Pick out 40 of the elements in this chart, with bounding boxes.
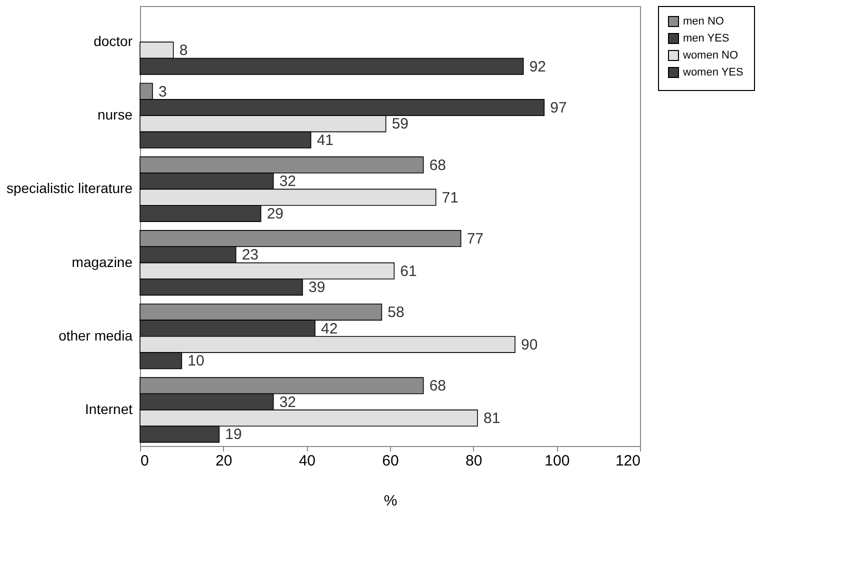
y-tick-label: nurse: [97, 106, 133, 123]
data-label: 19: [225, 426, 242, 444]
data-label: 41: [316, 132, 334, 149]
x-tick-label: 20: [215, 452, 232, 470]
data-label: 97: [550, 100, 567, 117]
data-label: 58: [388, 304, 404, 322]
data-label: 23: [242, 246, 259, 264]
x-tick-label: 120: [615, 452, 640, 470]
data-label: 10: [188, 352, 204, 370]
x-tick-label: 100: [544, 452, 570, 470]
data-label: 77: [466, 230, 484, 248]
y-tick-label: other media: [58, 327, 133, 344]
legend-label: men NO: [683, 16, 724, 28]
x-tick-label: 80: [465, 452, 482, 470]
data-label: 61: [400, 262, 417, 280]
y-tick-label: Internet: [85, 400, 133, 417]
data-label: 71: [442, 189, 459, 206]
data-label: 81: [484, 410, 500, 428]
data-label: 3: [158, 83, 167, 100]
data-label: 32: [279, 173, 296, 190]
data-label: 92: [529, 58, 546, 76]
y-tick-label: magazine: [72, 254, 133, 270]
x-tick-label: 0: [140, 452, 149, 470]
y-tick-label: doctor: [94, 33, 133, 50]
x-tick-label: 60: [382, 452, 399, 470]
x-axis-title: %: [384, 492, 398, 510]
data-label: 39: [308, 279, 326, 296]
data-label: 90: [521, 336, 538, 354]
data-label: 29: [266, 205, 284, 222]
data-label: 59: [392, 116, 409, 133]
data-label: 42: [321, 320, 338, 338]
data-label: 68: [429, 378, 446, 395]
data-label: 32: [279, 394, 296, 411]
data-label: 68: [429, 156, 446, 174]
y-tick-label: specialistic literature: [6, 180, 133, 196]
legend-label: women YES: [682, 66, 744, 78]
legend-label: women NO: [682, 50, 738, 62]
x-tick-label: 40: [298, 452, 316, 470]
data-label: 8: [179, 42, 188, 60]
legend-label: men YES: [683, 32, 730, 44]
